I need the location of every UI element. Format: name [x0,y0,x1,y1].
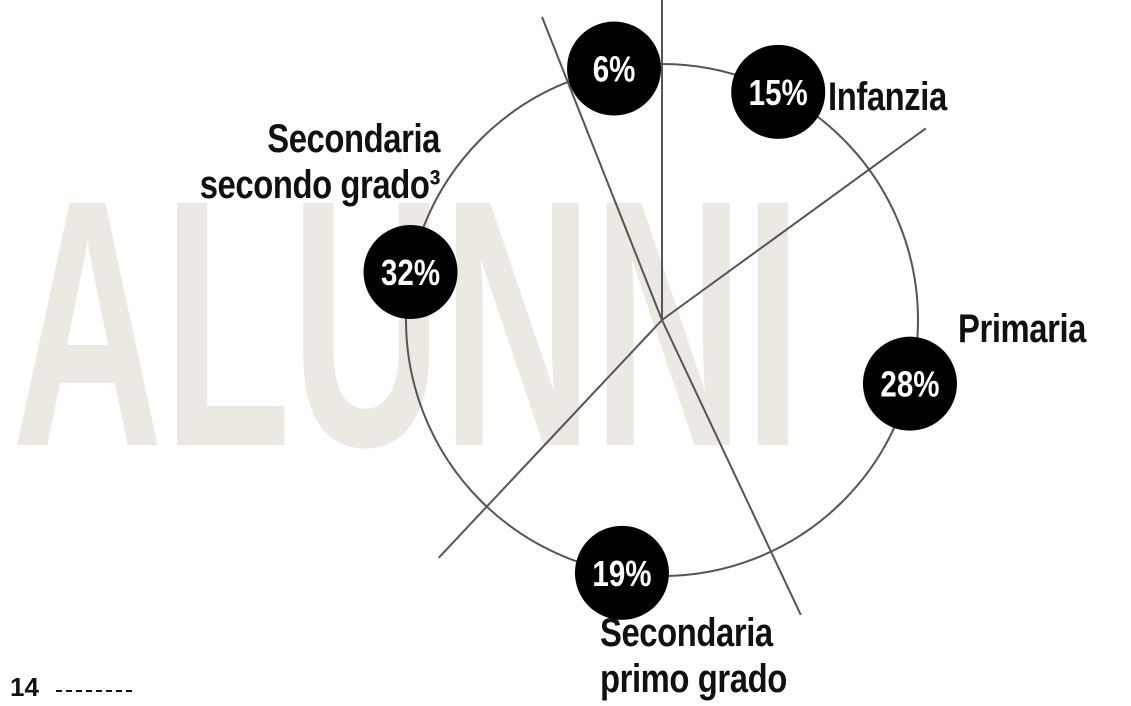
value-badge [862,336,957,431]
value-label: 19% [592,553,651,593]
slice-divider [661,127,927,321]
page-rule [56,690,132,692]
value-label: 15% [749,72,808,112]
value-badge [574,525,669,620]
category-label: Infanzia [828,75,947,119]
slice-divider [438,319,663,559]
value-badge [731,44,826,139]
value-badge [567,21,662,116]
page-number: 14 [10,672,39,702]
value-label: 28% [880,364,939,404]
value-label: 32% [381,252,440,292]
slice-divider [661,319,802,616]
slice-divider [541,16,663,321]
category-label: Secondaria primo grado [600,611,787,701]
category-label: Primaria [958,307,1087,351]
category-label: Secondaria secondo grado³ [199,117,441,207]
value-label: 6% [593,49,636,89]
value-badge [363,225,458,320]
